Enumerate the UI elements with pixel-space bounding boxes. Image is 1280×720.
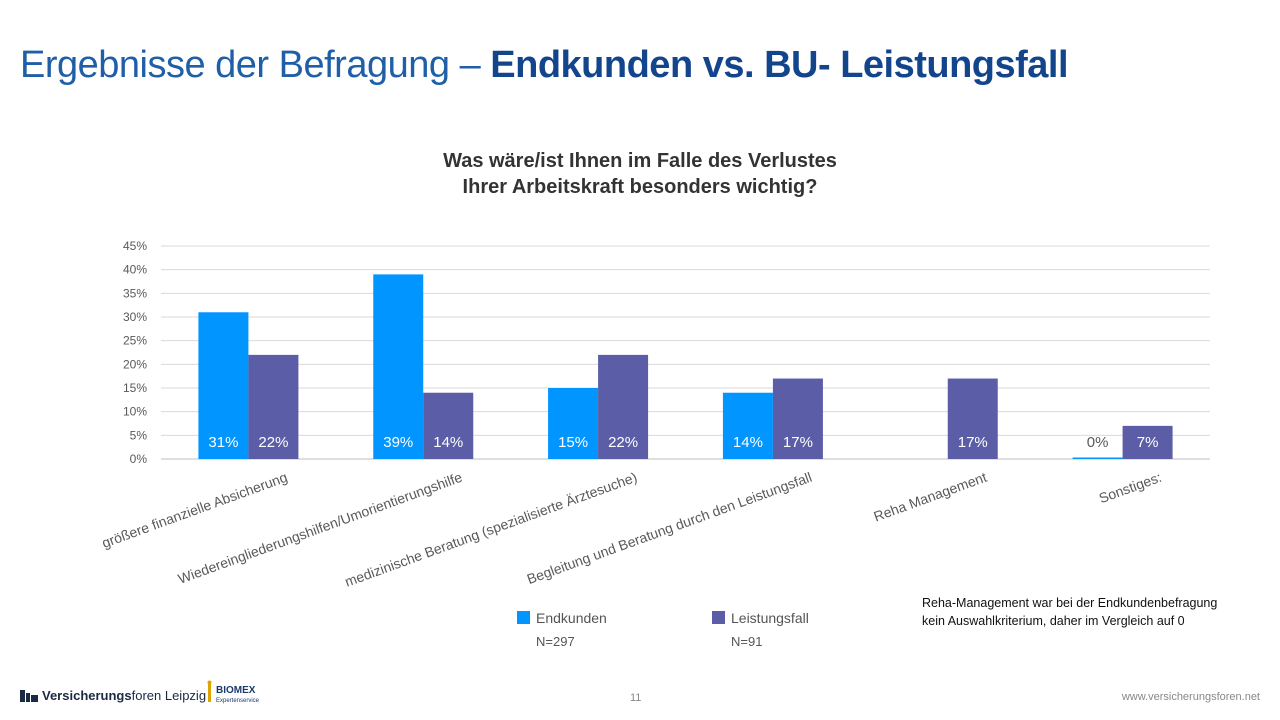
bar-leistungsfall [772, 378, 823, 459]
legend-n-leistungsfall: N=91 [731, 634, 763, 649]
footer-url[interactable]: www.versicherungsforen.net [1121, 691, 1260, 703]
bar-endkunden [373, 274, 424, 459]
x-category-label: Begleitung und Beratung durch den Leistu… [525, 469, 814, 587]
y-tick-label: 10% [123, 405, 147, 419]
y-tick-label: 25% [123, 334, 147, 348]
versicherungsforen-logo[interactable]: Versicherungsforen Leipzig [20, 688, 206, 705]
bar-endkunden [548, 388, 599, 459]
legend-label-endkunden: Endkunden [536, 610, 607, 626]
x-category-label: Reha Management [871, 469, 988, 525]
chart-title-line-1: Was wäre/ist Ihnen im Falle des Verluste… [443, 150, 837, 172]
x-category-label: medizinische Beratung (spezialisierte Är… [343, 469, 639, 590]
x-category-label: Wiedereingliederungshilfen/Umorientierun… [176, 469, 465, 587]
biomex-figure-head [207, 680, 212, 685]
page-number: 11 [630, 692, 642, 704]
legend-item-leistungsfall: Leistungsfall N=91 [712, 610, 809, 649]
y-tick-label: 15% [123, 381, 147, 395]
biomex-name: BIOMEX [216, 685, 256, 696]
legend-label-leistungsfall: Leistungsfall [731, 610, 809, 626]
bar-endkunden [1072, 457, 1123, 459]
x-category-label: größere finanzielle Absicherung [100, 469, 290, 551]
y-tick-label: 35% [123, 286, 147, 300]
biomex-logo[interactable]: BIOMEX Expertenservice [206, 680, 276, 710]
data-label: 22% [258, 434, 288, 451]
chart-title-line-2: Ihrer Arbeitskraft besonders wichtig? [462, 176, 818, 198]
y-tick-label: 45% [123, 239, 147, 253]
title-regular: Ergebnisse der Befragung – [20, 44, 491, 86]
bar-endkunden [722, 392, 773, 459]
legend-swatch-leistungsfall [712, 611, 725, 624]
logo-text-bold: Versicherungs [42, 688, 132, 703]
y-tick-label: 20% [123, 357, 147, 371]
biomex-sub: Expertenservice [216, 698, 260, 704]
data-label: 14% [433, 434, 463, 451]
legend-n-endkunden: N=297 [536, 634, 575, 649]
biomex-figure-icon [208, 684, 211, 702]
data-label: 15% [558, 434, 588, 451]
bar-leistungsfall [598, 354, 649, 459]
data-label: 17% [958, 434, 988, 451]
data-label: 39% [383, 434, 413, 451]
data-label: 17% [783, 434, 813, 451]
bar-leistungsfall [947, 378, 998, 459]
data-label: 22% [608, 434, 638, 451]
data-label: 0% [1087, 434, 1109, 451]
chart-title: Was wäre/ist Ihnen im Falle des Verluste… [340, 148, 940, 200]
versicherungsforen-logo-icon [20, 690, 38, 705]
y-tick-label: 30% [123, 310, 147, 324]
data-label: 7% [1137, 434, 1159, 451]
y-tick-label: 40% [123, 263, 147, 277]
y-tick-label: 0% [130, 452, 148, 466]
slide-title: Ergebnisse der Befragung – Endkunden vs.… [20, 44, 1069, 87]
bar-endkunden [198, 312, 249, 459]
y-tick-label: 5% [130, 428, 148, 442]
bar-leistungsfall [1122, 425, 1173, 459]
bar-leistungsfall [423, 392, 474, 459]
data-label: 14% [733, 434, 763, 451]
reha-note: Reha-Management war bei der Endkundenbef… [922, 596, 1218, 628]
x-category-label: Sonstiges: [1097, 469, 1164, 506]
bar-leistungsfall [248, 354, 299, 459]
logo-text-regular: foren Leipzig [131, 688, 207, 703]
title-bold: Endkunden vs. BU- Leistungsfall [490, 44, 1069, 86]
data-label: 31% [208, 434, 238, 451]
legend-swatch-endkunden [517, 611, 530, 624]
legend-item-endkunden: Endkunden N=297 [517, 610, 607, 649]
